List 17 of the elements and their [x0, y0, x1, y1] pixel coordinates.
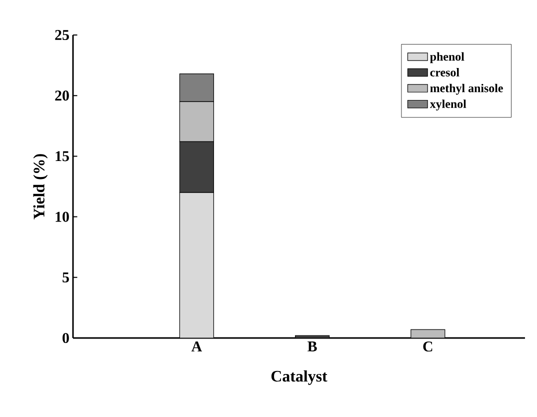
x-tick-label: C — [423, 342, 432, 352]
y-tick-label: 20 — [55, 90, 69, 101]
y-tick-label: 15 — [56, 151, 69, 162]
x-tick-label: A — [191, 342, 202, 352]
y-axis-title: Yield (%) — [33, 154, 48, 220]
bar — [179, 141, 214, 193]
bar — [179, 101, 214, 142]
legend-label: cresol — [430, 68, 460, 76]
y-tick-label: 25 — [55, 30, 69, 40]
y-tick-label: 10 — [56, 212, 69, 222]
legend-label: methyl anisole — [430, 84, 503, 95]
y-tick-label: 5 — [62, 272, 69, 282]
y-tick-label: 0 — [62, 332, 69, 344]
x-tick-label: B — [308, 342, 317, 352]
x-axis-title: Catalyst — [271, 370, 328, 385]
legend-label: xylenol — [430, 100, 466, 110]
legend-label: phenol — [430, 52, 464, 64]
